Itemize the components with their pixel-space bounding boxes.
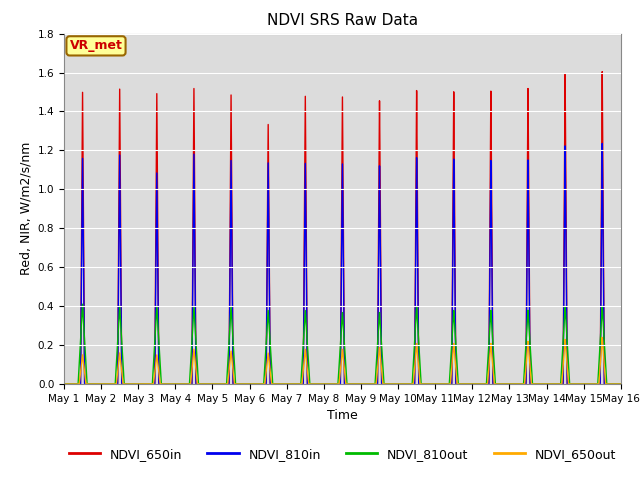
Legend: NDVI_650in, NDVI_810in, NDVI_810out, NDVI_650out: NDVI_650in, NDVI_810in, NDVI_810out, NDV… <box>63 443 621 466</box>
Text: VR_met: VR_met <box>70 39 122 52</box>
Title: NDVI SRS Raw Data: NDVI SRS Raw Data <box>267 13 418 28</box>
Y-axis label: Red, NIR, W/m2/s/nm: Red, NIR, W/m2/s/nm <box>19 142 32 276</box>
X-axis label: Time: Time <box>327 409 358 422</box>
